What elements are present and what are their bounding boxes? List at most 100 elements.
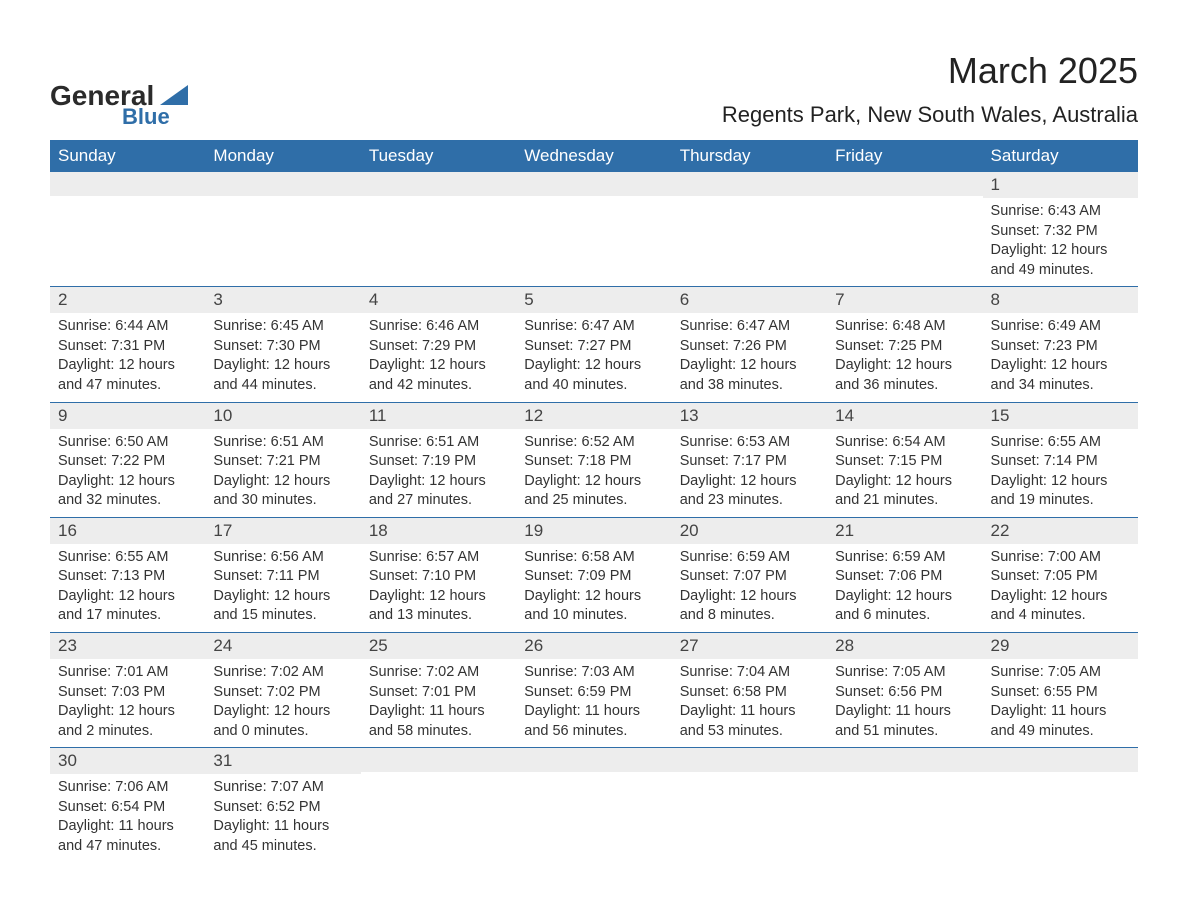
sunset-line: Sunset: 7:06 PM bbox=[835, 567, 974, 587]
day-number: 15 bbox=[983, 403, 1138, 429]
calendar-day-cell: 10Sunrise: 6:51 AMSunset: 7:21 PMDayligh… bbox=[205, 402, 360, 517]
calendar-day-cell: 21Sunrise: 6:59 AMSunset: 7:06 PMDayligh… bbox=[827, 517, 982, 632]
sunrise-line: Sunrise: 6:51 AM bbox=[213, 433, 352, 453]
day-number: 8 bbox=[983, 287, 1138, 313]
sunrise-line: Sunrise: 6:58 AM bbox=[524, 548, 663, 568]
sunrise-line: Sunrise: 7:04 AM bbox=[680, 663, 819, 683]
weekday-header: Tuesday bbox=[361, 140, 516, 172]
daylight-line: Daylight: 11 hours and 53 minutes. bbox=[680, 702, 819, 741]
calendar-day-cell: 26Sunrise: 7:03 AMSunset: 6:59 PMDayligh… bbox=[516, 633, 671, 748]
sunset-line: Sunset: 7:25 PM bbox=[835, 337, 974, 357]
day-number: 16 bbox=[50, 518, 205, 544]
calendar-day-cell: 29Sunrise: 7:05 AMSunset: 6:55 PMDayligh… bbox=[983, 633, 1138, 748]
day-number: 12 bbox=[516, 403, 671, 429]
sunrise-line: Sunrise: 6:55 AM bbox=[991, 433, 1130, 453]
day-number: 2 bbox=[50, 287, 205, 313]
daylight-line: Daylight: 11 hours and 45 minutes. bbox=[213, 817, 352, 856]
sunrise-line: Sunrise: 7:01 AM bbox=[58, 663, 197, 683]
day-number: 21 bbox=[827, 518, 982, 544]
day-number bbox=[205, 172, 360, 196]
daylight-line: Daylight: 12 hours and 23 minutes. bbox=[680, 472, 819, 511]
day-body bbox=[361, 196, 516, 216]
day-body bbox=[361, 772, 516, 792]
day-body bbox=[516, 196, 671, 216]
day-number: 17 bbox=[205, 518, 360, 544]
calendar-day-cell: 11Sunrise: 6:51 AMSunset: 7:19 PMDayligh… bbox=[361, 402, 516, 517]
day-body: Sunrise: 6:50 AMSunset: 7:22 PMDaylight:… bbox=[50, 429, 205, 517]
daylight-line: Daylight: 12 hours and 38 minutes. bbox=[680, 356, 819, 395]
sunset-line: Sunset: 7:18 PM bbox=[524, 452, 663, 472]
day-body: Sunrise: 6:56 AMSunset: 7:11 PMDaylight:… bbox=[205, 544, 360, 632]
day-body bbox=[827, 772, 982, 792]
day-body: Sunrise: 6:59 AMSunset: 7:06 PMDaylight:… bbox=[827, 544, 982, 632]
sunset-line: Sunset: 7:22 PM bbox=[58, 452, 197, 472]
calendar-day-cell: 28Sunrise: 7:05 AMSunset: 6:56 PMDayligh… bbox=[827, 633, 982, 748]
day-body bbox=[516, 772, 671, 792]
day-body: Sunrise: 6:57 AMSunset: 7:10 PMDaylight:… bbox=[361, 544, 516, 632]
calendar-empty-cell bbox=[672, 172, 827, 287]
daylight-line: Daylight: 12 hours and 0 minutes. bbox=[213, 702, 352, 741]
day-number bbox=[672, 748, 827, 772]
calendar-empty-cell bbox=[827, 172, 982, 287]
sunset-line: Sunset: 7:15 PM bbox=[835, 452, 974, 472]
day-number: 19 bbox=[516, 518, 671, 544]
daylight-line: Daylight: 12 hours and 15 minutes. bbox=[213, 587, 352, 626]
header: General Blue March 2025 Regents Park, Ne… bbox=[50, 50, 1138, 128]
calendar-day-cell: 14Sunrise: 6:54 AMSunset: 7:15 PMDayligh… bbox=[827, 402, 982, 517]
day-number: 9 bbox=[50, 403, 205, 429]
day-body: Sunrise: 6:49 AMSunset: 7:23 PMDaylight:… bbox=[983, 313, 1138, 401]
day-body: Sunrise: 6:55 AMSunset: 7:13 PMDaylight:… bbox=[50, 544, 205, 632]
sunrise-line: Sunrise: 7:06 AM bbox=[58, 778, 197, 798]
day-body: Sunrise: 6:46 AMSunset: 7:29 PMDaylight:… bbox=[361, 313, 516, 401]
day-number: 28 bbox=[827, 633, 982, 659]
calendar-week-row: 30Sunrise: 7:06 AMSunset: 6:54 PMDayligh… bbox=[50, 748, 1138, 863]
daylight-line: Daylight: 11 hours and 58 minutes. bbox=[369, 702, 508, 741]
sunrise-line: Sunrise: 7:02 AM bbox=[369, 663, 508, 683]
calendar-week-row: 9Sunrise: 6:50 AMSunset: 7:22 PMDaylight… bbox=[50, 402, 1138, 517]
day-number: 27 bbox=[672, 633, 827, 659]
day-number bbox=[827, 748, 982, 772]
day-number: 13 bbox=[672, 403, 827, 429]
weekday-header: Sunday bbox=[50, 140, 205, 172]
day-body: Sunrise: 6:58 AMSunset: 7:09 PMDaylight:… bbox=[516, 544, 671, 632]
sunset-line: Sunset: 7:10 PM bbox=[369, 567, 508, 587]
daylight-line: Daylight: 12 hours and 10 minutes. bbox=[524, 587, 663, 626]
day-number: 7 bbox=[827, 287, 982, 313]
calendar-day-cell: 25Sunrise: 7:02 AMSunset: 7:01 PMDayligh… bbox=[361, 633, 516, 748]
sunset-line: Sunset: 7:05 PM bbox=[991, 567, 1130, 587]
calendar-empty-cell bbox=[361, 172, 516, 287]
sunset-line: Sunset: 7:02 PM bbox=[213, 683, 352, 703]
sunset-line: Sunset: 7:14 PM bbox=[991, 452, 1130, 472]
daylight-line: Daylight: 12 hours and 2 minutes. bbox=[58, 702, 197, 741]
day-body: Sunrise: 7:00 AMSunset: 7:05 PMDaylight:… bbox=[983, 544, 1138, 632]
day-number: 29 bbox=[983, 633, 1138, 659]
calendar-day-cell: 20Sunrise: 6:59 AMSunset: 7:07 PMDayligh… bbox=[672, 517, 827, 632]
day-body: Sunrise: 6:43 AMSunset: 7:32 PMDaylight:… bbox=[983, 198, 1138, 286]
calendar-empty-cell bbox=[361, 748, 516, 863]
daylight-line: Daylight: 12 hours and 17 minutes. bbox=[58, 587, 197, 626]
calendar-day-cell: 4Sunrise: 6:46 AMSunset: 7:29 PMDaylight… bbox=[361, 287, 516, 402]
day-body: Sunrise: 6:52 AMSunset: 7:18 PMDaylight:… bbox=[516, 429, 671, 517]
sunset-line: Sunset: 7:21 PM bbox=[213, 452, 352, 472]
day-number: 1 bbox=[983, 172, 1138, 198]
sunset-line: Sunset: 7:03 PM bbox=[58, 683, 197, 703]
day-body: Sunrise: 7:07 AMSunset: 6:52 PMDaylight:… bbox=[205, 774, 360, 862]
day-number: 11 bbox=[361, 403, 516, 429]
day-number: 24 bbox=[205, 633, 360, 659]
daylight-line: Daylight: 12 hours and 8 minutes. bbox=[680, 587, 819, 626]
day-number: 30 bbox=[50, 748, 205, 774]
calendar-empty-cell bbox=[983, 748, 1138, 863]
calendar-day-cell: 19Sunrise: 6:58 AMSunset: 7:09 PMDayligh… bbox=[516, 517, 671, 632]
sunset-line: Sunset: 7:09 PM bbox=[524, 567, 663, 587]
day-number: 5 bbox=[516, 287, 671, 313]
sunrise-line: Sunrise: 6:46 AM bbox=[369, 317, 508, 337]
day-number bbox=[983, 748, 1138, 772]
calendar-week-row: 23Sunrise: 7:01 AMSunset: 7:03 PMDayligh… bbox=[50, 633, 1138, 748]
day-body bbox=[827, 196, 982, 216]
sunrise-line: Sunrise: 6:45 AM bbox=[213, 317, 352, 337]
calendar-empty-cell bbox=[205, 172, 360, 287]
sunrise-line: Sunrise: 7:07 AM bbox=[213, 778, 352, 798]
calendar-day-cell: 23Sunrise: 7:01 AMSunset: 7:03 PMDayligh… bbox=[50, 633, 205, 748]
calendar-empty-cell bbox=[827, 748, 982, 863]
calendar-day-cell: 12Sunrise: 6:52 AMSunset: 7:18 PMDayligh… bbox=[516, 402, 671, 517]
